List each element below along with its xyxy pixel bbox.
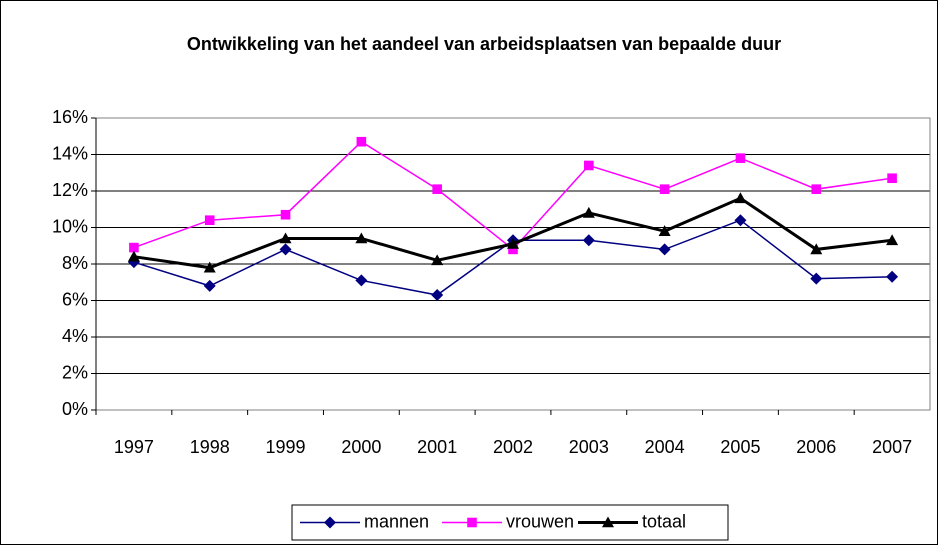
y-tick-label: 4% — [62, 326, 88, 346]
point — [584, 160, 594, 171]
point — [734, 192, 747, 204]
legend-label: vrouwen — [506, 511, 574, 531]
y-tick-label: 2% — [62, 362, 88, 382]
y-tick-label: 12% — [52, 180, 88, 200]
x-tick-label: 2003 — [569, 437, 609, 457]
x-tick-label: 1997 — [114, 437, 154, 457]
point — [203, 261, 216, 273]
point — [582, 234, 595, 247]
x-tick-label: 1998 — [190, 437, 230, 457]
y-tick-label: 14% — [52, 143, 88, 163]
point — [810, 272, 823, 285]
point — [129, 242, 139, 253]
point — [431, 289, 444, 302]
y-tick-label: 16% — [52, 107, 88, 127]
point — [279, 243, 292, 256]
point — [659, 184, 670, 194]
y-tick-label: 10% — [52, 216, 88, 236]
x-tick-label: 2004 — [645, 437, 685, 457]
x-tick-label: 2001 — [417, 437, 457, 457]
point — [431, 254, 444, 266]
legend-marker — [602, 516, 614, 528]
point — [279, 232, 292, 244]
point — [658, 243, 671, 256]
chart-title: Ontwikkeling van het aandeel van arbeids… — [187, 34, 781, 54]
legend-label: mannen — [364, 511, 429, 531]
x-tick-label: 2000 — [341, 437, 381, 457]
x-tick-label: 1999 — [266, 437, 306, 457]
x-tick-label: 2006 — [796, 437, 836, 457]
point — [887, 173, 897, 184]
point — [886, 270, 899, 283]
point — [810, 243, 823, 255]
point — [811, 184, 822, 194]
point — [204, 215, 215, 225]
point — [508, 244, 518, 255]
y-tick-label: 8% — [62, 253, 88, 273]
point — [355, 232, 368, 244]
point — [507, 237, 519, 249]
point — [280, 209, 291, 220]
legend-marker — [467, 517, 477, 528]
point — [734, 214, 747, 227]
point — [658, 225, 671, 236]
point — [203, 279, 216, 292]
legend-marker — [324, 516, 336, 529]
point — [886, 234, 899, 246]
point — [582, 206, 595, 218]
x-tick-label: 2005 — [720, 437, 760, 457]
point — [127, 250, 140, 262]
y-tick-label: 0% — [62, 399, 88, 419]
y-tick-label: 6% — [62, 289, 88, 309]
point — [432, 184, 442, 194]
x-tick-label: 2002 — [493, 437, 533, 457]
legend-label: totaal — [642, 511, 686, 531]
point — [356, 136, 367, 147]
point — [355, 274, 368, 287]
x-tick-label: 2007 — [872, 437, 912, 457]
point — [735, 153, 746, 163]
legend-box — [291, 504, 729, 541]
